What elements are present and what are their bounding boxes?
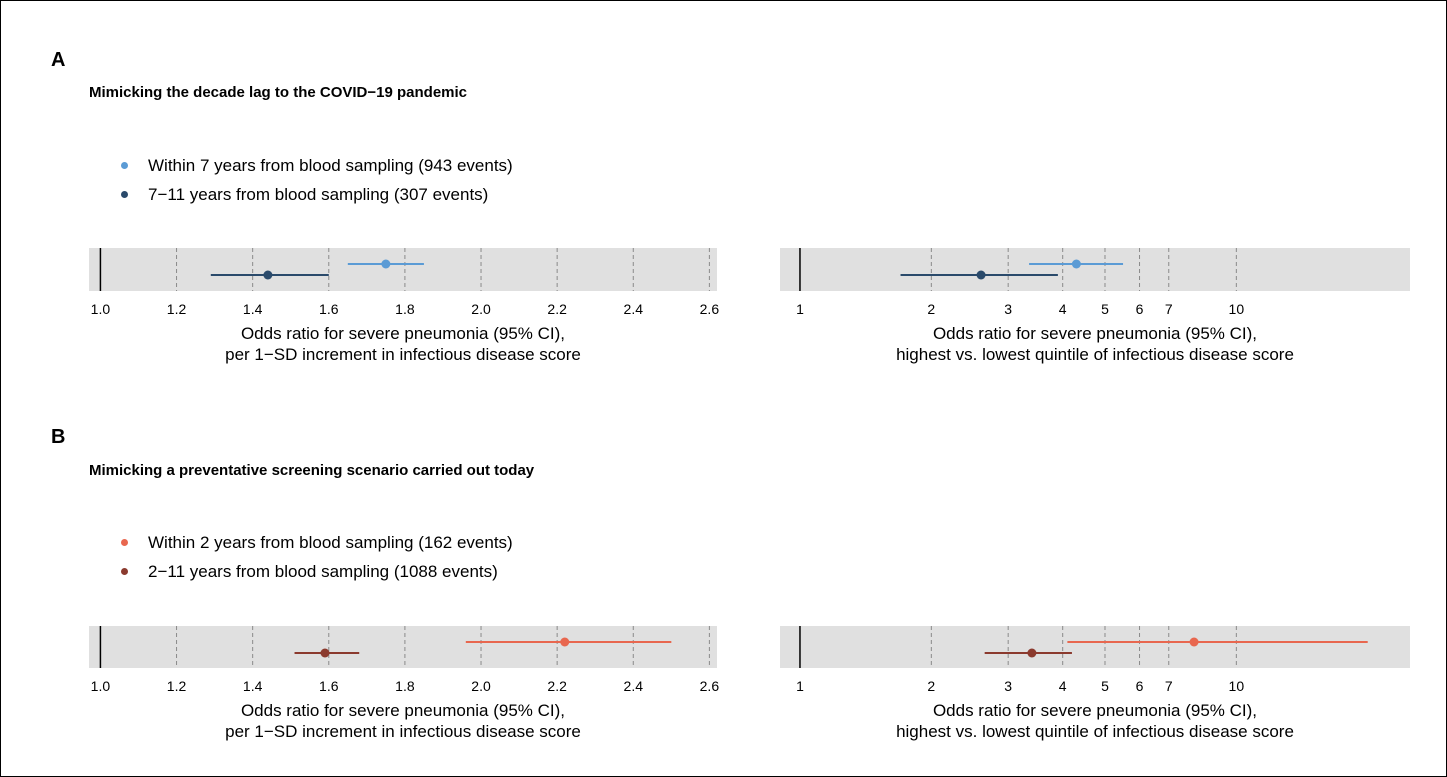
tick-label: 2.2 xyxy=(547,678,567,694)
tick-label: 1.4 xyxy=(243,678,263,694)
legend-label: Within 7 years from blood sampling (943 … xyxy=(148,155,513,175)
tick-label: 1.6 xyxy=(319,301,339,317)
tick-label: 1.2 xyxy=(167,301,187,317)
tick-label: 2.4 xyxy=(624,678,644,694)
tick-label: 2 xyxy=(927,301,935,317)
point-estimate xyxy=(1189,637,1199,647)
tick-label: 7 xyxy=(1165,678,1173,694)
tick-label: 3 xyxy=(1004,301,1012,317)
legend-item: Within 7 years from blood sampling (943 … xyxy=(119,151,513,180)
tick-label: 1.0 xyxy=(91,301,111,317)
axis-label: Odds ratio for severe pneumonia (95% CI)… xyxy=(241,324,565,343)
tick-label: 1.2 xyxy=(167,678,187,694)
tick-label: 3 xyxy=(1004,678,1012,694)
legend-dot-icon xyxy=(121,568,128,575)
legend-item: Within 2 years from blood sampling (162 … xyxy=(119,528,513,557)
tick-label: 6 xyxy=(1136,678,1144,694)
point-estimate xyxy=(1027,648,1037,658)
point-estimate xyxy=(320,648,330,658)
tick-label: 1.6 xyxy=(319,678,339,694)
tick-label: 1.0 xyxy=(91,678,111,694)
tick-label: 5 xyxy=(1101,301,1109,317)
plot-background xyxy=(780,248,1410,291)
tick-label: 1.8 xyxy=(395,301,415,317)
tick-label: 2.4 xyxy=(624,301,644,317)
legend-label: 7−11 years from blood sampling (307 even… xyxy=(148,184,489,204)
legend-label: Within 2 years from blood sampling (162 … xyxy=(148,532,513,552)
tick-label: 2 xyxy=(927,678,935,694)
panel-b-title: Mimicking a preventative screening scena… xyxy=(89,462,535,479)
tick-label: 2.2 xyxy=(547,301,567,317)
panel-a-letter: A xyxy=(51,49,66,71)
plot-background xyxy=(89,626,717,668)
tick-label: 2.6 xyxy=(700,678,720,694)
tick-label: 5 xyxy=(1101,678,1109,694)
tick-label: 1 xyxy=(796,678,804,694)
panel-a-legend: Within 7 years from blood sampling (943 … xyxy=(119,151,513,209)
legend-item: 2−11 years from blood sampling (1088 eve… xyxy=(119,557,513,586)
legend-dot-icon xyxy=(121,539,128,546)
tick-label: 7 xyxy=(1165,301,1173,317)
plot-background xyxy=(780,626,1410,668)
point-estimate xyxy=(1071,259,1081,269)
axis-label: per 1−SD increment in infectious disease… xyxy=(225,345,581,364)
tick-label: 1.8 xyxy=(395,678,415,694)
tick-label: 6 xyxy=(1136,301,1144,317)
plot-background xyxy=(89,248,717,291)
tick-label: 2.0 xyxy=(471,678,491,694)
tick-label: 2.6 xyxy=(700,301,720,317)
point-estimate xyxy=(263,270,273,280)
axis-label: highest vs. lowest quintile of infectiou… xyxy=(896,722,1294,741)
tick-label: 10 xyxy=(1229,678,1245,694)
axis-label: per 1−SD increment in infectious disease… xyxy=(225,722,581,741)
panel-b-letter: B xyxy=(51,426,66,448)
legend-label: 2−11 years from blood sampling (1088 eve… xyxy=(148,561,498,581)
axis-label: highest vs. lowest quintile of infectiou… xyxy=(896,345,1294,364)
point-estimate xyxy=(976,270,986,280)
tick-label: 10 xyxy=(1229,301,1245,317)
point-estimate xyxy=(381,259,391,269)
panel-a-title: Mimicking the decade lag to the COVID−19… xyxy=(89,84,468,101)
tick-label: 1.4 xyxy=(243,301,263,317)
point-estimate xyxy=(560,637,570,647)
tick-label: 1 xyxy=(796,301,804,317)
tick-label: 4 xyxy=(1059,301,1067,317)
legend-dot-icon xyxy=(121,162,128,169)
legend-dot-icon xyxy=(121,191,128,198)
tick-label: 2.0 xyxy=(471,301,491,317)
axis-label: Odds ratio for severe pneumonia (95% CI)… xyxy=(241,701,565,720)
axis-label: Odds ratio for severe pneumonia (95% CI)… xyxy=(933,701,1257,720)
axis-label: Odds ratio for severe pneumonia (95% CI)… xyxy=(933,324,1257,343)
legend-item: 7−11 years from blood sampling (307 even… xyxy=(119,180,513,209)
tick-label: 4 xyxy=(1059,678,1067,694)
panel-b-legend: Within 2 years from blood sampling (162 … xyxy=(119,528,513,586)
